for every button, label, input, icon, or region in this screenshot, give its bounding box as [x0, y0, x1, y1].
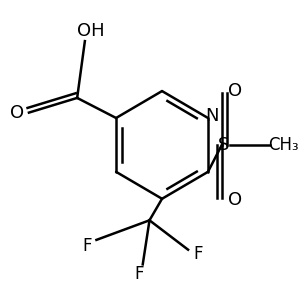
Text: F: F [82, 237, 92, 255]
Text: O: O [228, 82, 242, 100]
Text: F: F [193, 245, 202, 263]
Text: O: O [228, 191, 242, 209]
Text: OH: OH [77, 22, 104, 40]
Text: N: N [205, 107, 219, 125]
Text: O: O [10, 104, 24, 122]
Text: S: S [218, 136, 230, 154]
Text: CH₃: CH₃ [268, 136, 299, 154]
Text: F: F [134, 265, 144, 283]
